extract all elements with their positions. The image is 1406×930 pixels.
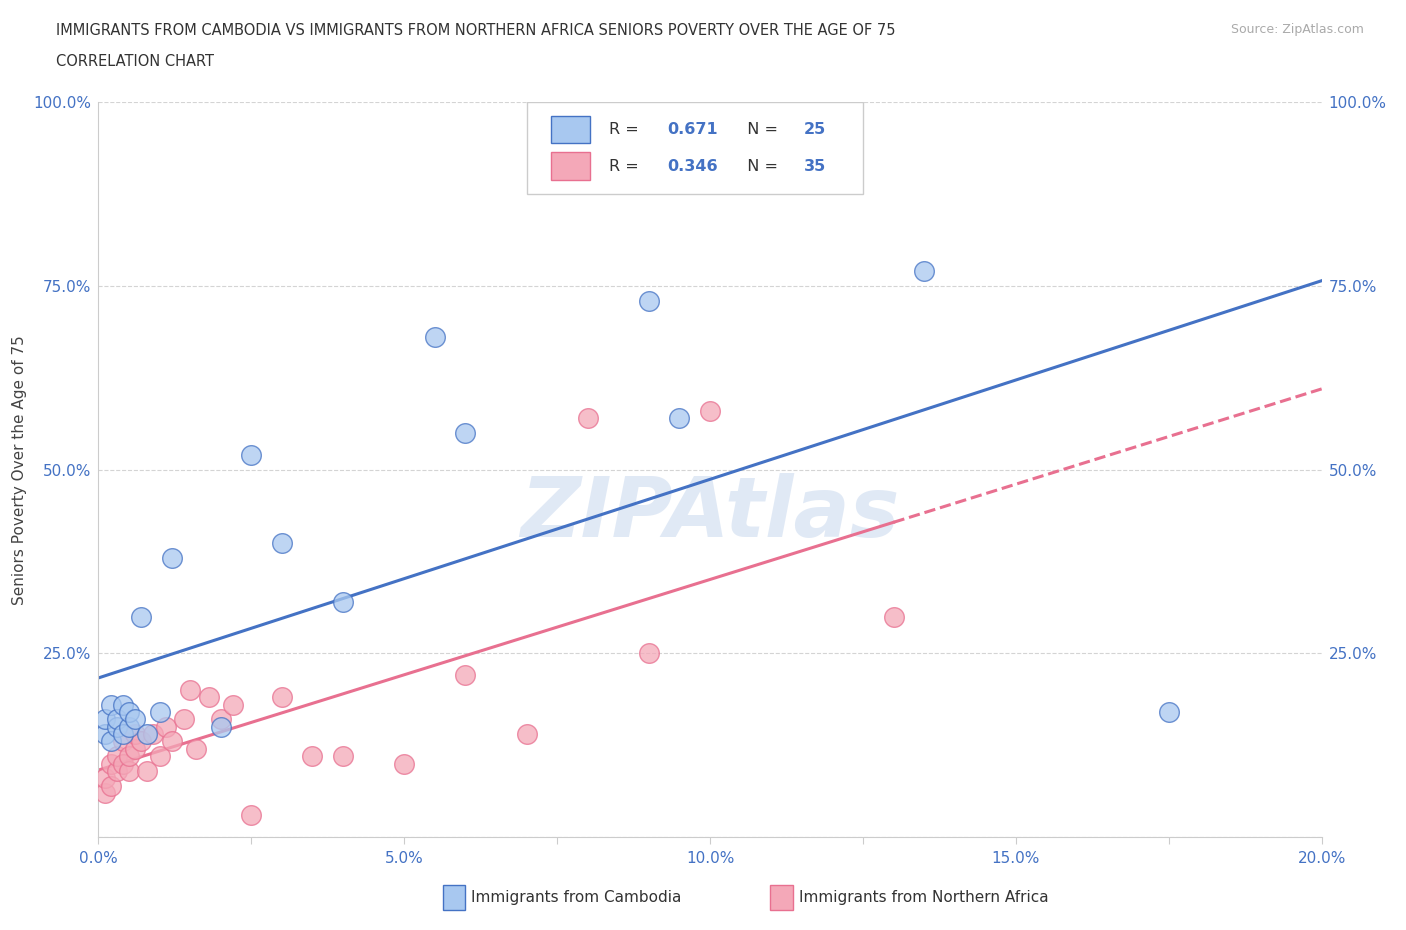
Point (105, 712, 128, 727)
Point (209, 720, 232, 735)
Text: R =: R = (609, 159, 644, 174)
Point (668, 411, 690, 426)
Point (93, 726, 115, 741)
Point (129, 609, 152, 624)
Point (454, 668, 477, 683)
Point (1157, 705, 1180, 720)
Text: N =: N = (737, 122, 783, 137)
Point (576, 411, 599, 426)
Point (270, 690, 292, 705)
Text: 35: 35 (804, 159, 827, 174)
Point (100, 778, 122, 793)
Point (124, 712, 146, 727)
Text: 0.671: 0.671 (668, 122, 718, 137)
Point (118, 720, 141, 735)
Point (118, 764, 141, 778)
Point (883, 609, 905, 624)
Point (111, 698, 134, 712)
Point (240, 807, 263, 822)
Text: CORRELATION CHART: CORRELATION CHART (56, 54, 214, 69)
Point (197, 690, 219, 705)
Point (516, 726, 538, 741)
Point (105, 720, 128, 735)
Point (118, 705, 141, 720)
Point (149, 705, 172, 720)
Bar (551, 115, 591, 143)
Point (912, 264, 935, 279)
Point (454, 426, 477, 441)
Point (111, 756, 134, 771)
Point (222, 698, 245, 712)
Point (93, 712, 115, 727)
Bar (551, 153, 591, 180)
Y-axis label: Seniors Poverty Over the Age of 75: Seniors Poverty Over the Age of 75 (13, 335, 27, 604)
Point (124, 726, 146, 741)
Text: IMMIGRANTS FROM CAMBODIA VS IMMIGRANTS FROM NORTHERN AFRICA SENIORS POVERTY OVER: IMMIGRANTS FROM CAMBODIA VS IMMIGRANTS F… (56, 23, 896, 38)
Point (173, 712, 195, 727)
Point (637, 646, 661, 661)
Point (100, 734, 122, 749)
Point (301, 749, 323, 764)
Point (332, 749, 354, 764)
Point (155, 720, 177, 735)
Point (149, 749, 172, 764)
Point (699, 404, 721, 418)
Point (332, 594, 354, 609)
Point (209, 712, 232, 727)
Point (423, 330, 446, 345)
Point (100, 698, 122, 712)
Point (124, 741, 146, 756)
Point (118, 749, 141, 764)
Point (637, 293, 661, 308)
Text: 0.346: 0.346 (668, 159, 718, 174)
Point (111, 734, 134, 749)
Point (111, 726, 134, 741)
Text: Source: ZipAtlas.com: Source: ZipAtlas.com (1230, 23, 1364, 36)
Point (186, 741, 208, 756)
Point (270, 536, 292, 551)
Point (136, 726, 159, 741)
Text: ZIPAtlas: ZIPAtlas (520, 473, 900, 554)
Point (160, 551, 183, 565)
Text: Immigrants from Northern Africa: Immigrants from Northern Africa (799, 890, 1049, 905)
Point (93, 771, 115, 786)
Text: Immigrants from Cambodia: Immigrants from Cambodia (471, 890, 682, 905)
Point (93, 786, 115, 801)
Point (142, 726, 165, 741)
Text: 25: 25 (804, 122, 827, 137)
Text: N =: N = (737, 159, 783, 174)
Point (179, 683, 201, 698)
Point (100, 756, 122, 771)
FancyBboxPatch shape (526, 102, 863, 194)
Point (240, 447, 263, 462)
Point (160, 734, 183, 749)
Point (136, 764, 159, 778)
Point (105, 764, 128, 778)
Point (392, 756, 416, 771)
Text: R =: R = (609, 122, 644, 137)
Point (129, 734, 152, 749)
Point (105, 749, 128, 764)
